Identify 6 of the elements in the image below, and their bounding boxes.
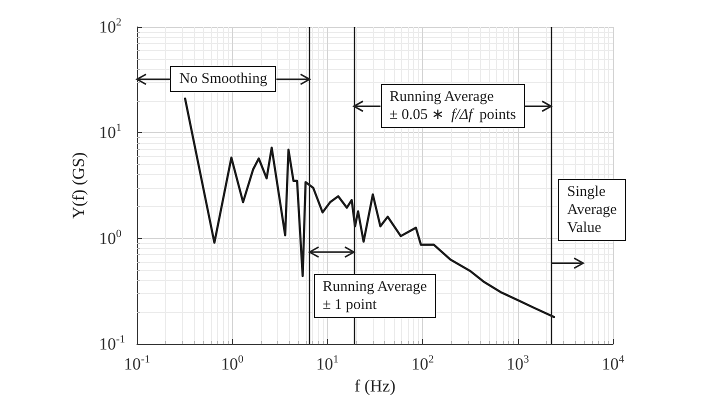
annotation: No Smoothing (170, 66, 276, 92)
y-axis-title: Y(f) (GS) (69, 152, 88, 219)
annotation: Single Average Value (558, 179, 626, 242)
annotation: Running Average ± 1 point (314, 274, 436, 318)
annotation: Running Average ± 0.05 ∗ f/Δf points (380, 84, 526, 128)
x-axis-title: f (Hz) (354, 376, 396, 396)
